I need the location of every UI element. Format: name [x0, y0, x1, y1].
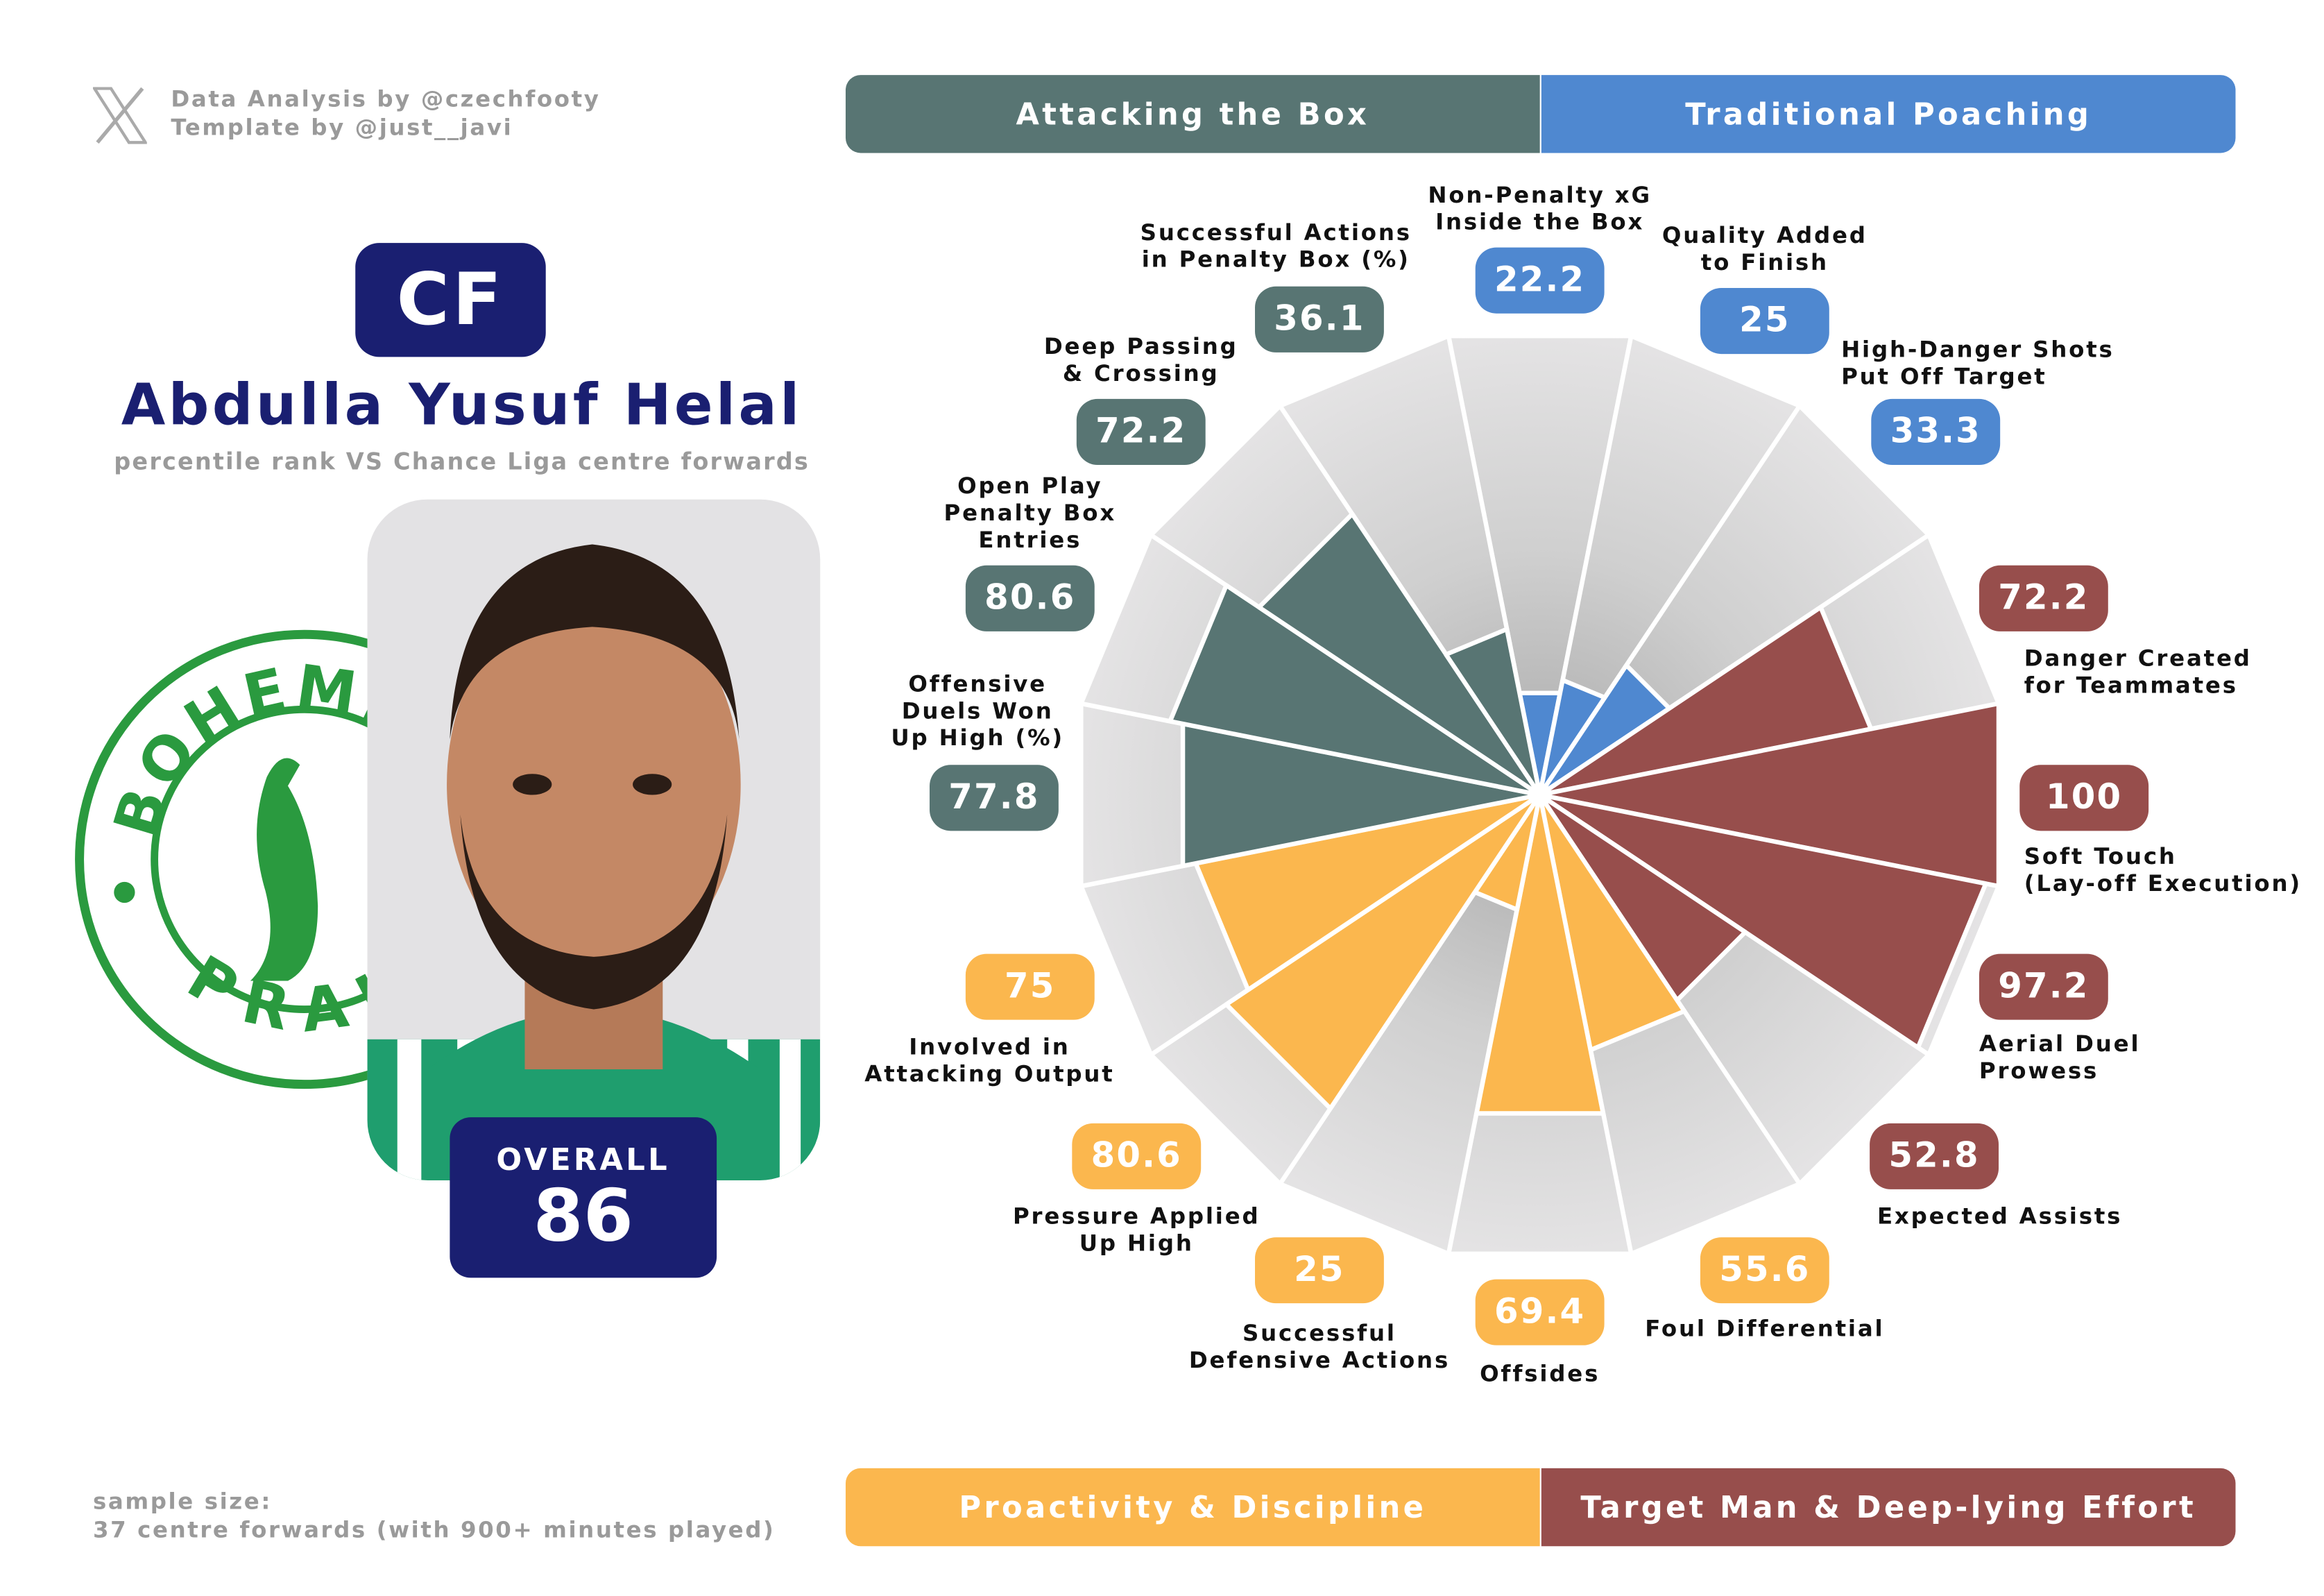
overall-label: OVERALL [496, 1141, 671, 1178]
metric-label-3: Danger Created for Teammates [2024, 645, 2252, 699]
value-badge-6: 52.8 [1870, 1123, 1999, 1189]
group-header-traditional-poaching: Traditional Poaching [1541, 75, 2236, 153]
metric-label-2: High-Danger Shots Put Off Target [1841, 336, 2114, 390]
value-badge-8: 69.4 [1475, 1279, 1605, 1345]
metric-label-6: Expected Assists [1877, 1203, 2123, 1230]
sample-size-note: sample size: 37 centre forwards (with 90… [93, 1488, 776, 1543]
x-logo-icon [93, 87, 147, 144]
bar-15 [1444, 627, 1542, 797]
metric-label-1: Quality Added to Finish [1661, 221, 1868, 276]
value-badge-11: 75 [965, 953, 1095, 1020]
bar-8 [1474, 792, 1606, 1116]
overall-value: 86 [533, 1174, 633, 1259]
metric-label-4: Soft Touch (Lay-off Execution) [2024, 842, 2302, 897]
value-badge-12: 77.8 [930, 765, 1059, 831]
value-badge-10: 80.6 [1072, 1123, 1202, 1189]
metric-label-12: Offensive Duels Won Up High (%) [891, 670, 1064, 752]
value-badge-13: 80.6 [965, 565, 1095, 631]
value-badge-5: 97.2 [1979, 953, 2108, 1020]
metric-label-5: Aerial Duel Prowess [1979, 1030, 2141, 1085]
player-name: Abdulla Yusuf Helal [121, 372, 803, 439]
group-header-target-man: Target Man & Deep-lying Effort [1541, 1468, 2236, 1547]
value-badge-3: 72.2 [1979, 565, 2108, 631]
value-badge-15: 36.1 [1255, 286, 1384, 353]
metric-label-15: Successful Actions in Penalty Box (%) [1140, 219, 1412, 273]
credits: Data Analysis by @czechfooty Template by… [171, 85, 600, 142]
metric-label-11: Involved in Attacking Output [864, 1033, 1115, 1087]
metric-label-9: Successful Defensive Actions [1188, 1319, 1451, 1374]
value-badge-2: 33.3 [1871, 398, 2001, 466]
value-badge-4: 100 [2019, 765, 2149, 831]
value-badge-0: 22.2 [1475, 247, 1605, 314]
metric-label-14: Deep Passing & Crossing [1043, 332, 1238, 387]
player-subtitle: percentile rank VS Chance Liga centre fo… [114, 448, 810, 476]
metric-label-10: Pressure Applied Up High [1012, 1203, 1261, 1257]
value-badge-9: 25 [1255, 1237, 1384, 1304]
metric-label-13: Open Play Penalty Box Entries [943, 472, 1117, 554]
credits-template: Template by @just__javi [171, 114, 513, 142]
value-badge-14: 72.2 [1076, 398, 1206, 466]
value-badge-1: 25 [1700, 287, 1829, 355]
metric-label-7: Foul Differential [1645, 1315, 1885, 1343]
position-badge: CF [355, 243, 546, 357]
player-photo [367, 499, 821, 1180]
group-header-attacking-box: Attacking the Box [845, 75, 1540, 153]
value-badge-7: 55.6 [1700, 1237, 1829, 1304]
overall-rating-box: OVERALL 86 [450, 1117, 717, 1278]
credits-analysis: Data Analysis by @czechfooty [171, 85, 601, 113]
group-header-proactivity: Proactivity & Discipline [845, 1468, 1540, 1547]
metric-label-0: Non-Penalty xG Inside the Box [1428, 181, 1652, 236]
metric-label-8: Offsides [1480, 1360, 1600, 1388]
